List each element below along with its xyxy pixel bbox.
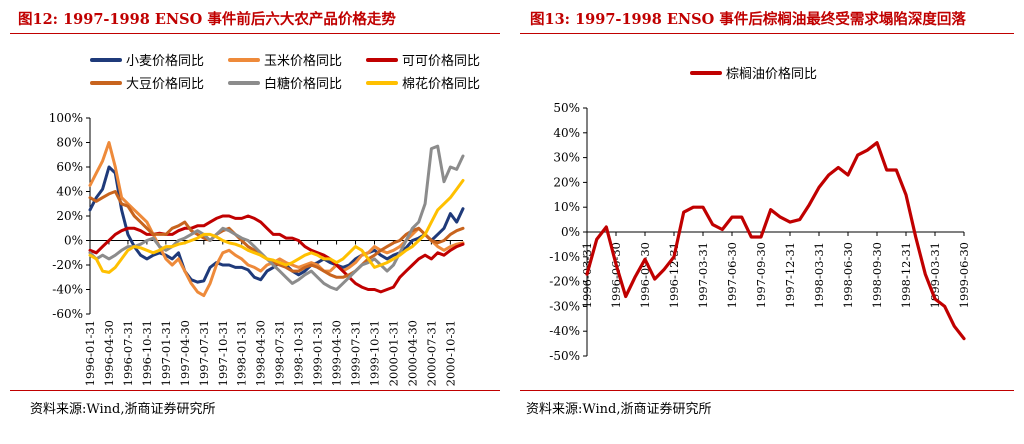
left-x-tick-label: 2000-01-31 [386, 320, 400, 386]
right-y-tick-label: -30% [549, 299, 580, 313]
left-x-tick-label: 1999-07-31 [349, 320, 363, 386]
left-x-tick-label: 1998-10-31 [292, 320, 306, 386]
left-series-line-sugar [88, 144, 465, 291]
right-x-tick-label: 1996-09-30 [638, 242, 652, 308]
left-figure-panel: 图12: 1997-1998 ENSO 事件前后六大农产品价格走势 100% 80… [10, 11, 500, 417]
left-legend-label-soy: 大豆价格同比 [126, 76, 204, 92]
left-x-tick-label: 1997-04-30 [178, 320, 192, 386]
left-y-tick-label: -20% [52, 258, 83, 272]
left-x-tick-label: 1997-01-31 [159, 320, 173, 386]
left-source-note: 资料来源:Wind,浙商证券研究所 [30, 402, 216, 417]
right-x-tick-label: 1998-06-30 [841, 242, 855, 308]
right-figure-title: 图13: 1997-1998 ENSO 事件后棕榈油最终受需求塌陷深度回落 [530, 11, 966, 28]
left-x-tick-label: 1996-07-31 [121, 320, 135, 386]
left-y-tick-label: -40% [52, 283, 83, 297]
right-x-tick-label: 1997-03-31 [696, 242, 710, 308]
right-x-tick-label: 1997-12-31 [783, 242, 797, 308]
left-x-tick-label: 1999-01-31 [311, 320, 325, 386]
right-y-tick-label: 0% [561, 225, 580, 239]
left-y-tick-label: 100% [49, 111, 83, 125]
right-y-tick-label: 10% [553, 200, 580, 214]
right-y-tick-label: 30% [553, 151, 580, 165]
right-x-tick-label: 1998-03-31 [812, 242, 826, 308]
left-x-tick-label: 2000-10-31 [443, 320, 457, 386]
left-x-tick-label: 1999-04-30 [330, 320, 344, 386]
left-legend-label-corn: 玉米价格同比 [264, 53, 342, 69]
left-y-tick-label: -60% [52, 307, 83, 321]
left-x-tick-label: 1997-10-31 [216, 320, 230, 386]
right-source-divider [520, 390, 1014, 391]
left-y-tick-label: 0% [64, 234, 83, 248]
right-title-divider [520, 33, 1014, 34]
right-figure-panel: 图13: 1997-1998 ENSO 事件后棕榈油最终受需求塌陷深度回落 50… [520, 0, 1024, 444]
right-y-tick-label: -20% [549, 275, 580, 289]
left-line-chart: 100% 80% 60% 40% 20% 0% -20% -40% -60%1996-01-31… [49, 53, 480, 386]
right-series-line-palm [585, 141, 966, 341]
left-x-tick-label: 1996-04-30 [102, 320, 116, 386]
right-y-tick-label: 20% [553, 175, 580, 189]
right-y-tick-label: 40% [553, 126, 580, 140]
left-legend-label-cotton: 棉花价格同比 [402, 76, 480, 92]
left-series-line-corn [88, 141, 465, 298]
left-figure-title: 图12: 1997-1998 ENSO 事件前后六大农产品价格走势 [18, 11, 396, 28]
right-y-tick-label: -10% [549, 250, 580, 264]
right-x-tick-label: 1997-09-30 [754, 242, 768, 308]
right-legend-label-palm: 棕榈油价格同比 [726, 66, 817, 82]
left-y-tick-label: 20% [56, 209, 83, 223]
right-x-tick-label: 1999-06-30 [957, 242, 971, 308]
left-x-tick-label: 1996-01-31 [83, 320, 97, 386]
left-x-tick-label: 1996-10-31 [140, 320, 154, 386]
left-legend-label-cocoa: 可可价格同比 [402, 53, 480, 69]
left-x-tick-label: 1997-07-31 [197, 320, 211, 386]
right-x-tick-label: 1996-12-31 [667, 242, 681, 308]
left-title-divider [10, 33, 500, 34]
left-x-tick-label: 2000-04-30 [405, 320, 419, 386]
left-x-tick-label: 1998-01-31 [235, 320, 249, 386]
right-x-tick-label: 1998-09-30 [870, 242, 884, 308]
left-x-tick-label: 1998-04-30 [254, 320, 268, 386]
right-x-tick-label: 1996-06-30 [609, 242, 623, 308]
left-series-line-soy [88, 190, 465, 279]
left-series-line-cotton [88, 179, 465, 274]
right-line-chart: 50% 40% 30% 20% 10% 0% -10% -20% -30% -40% -50% 199… [549, 66, 971, 363]
left-legend-label-sugar: 白糖价格同比 [264, 76, 342, 92]
left-x-tick-label: 1999-10-31 [367, 320, 381, 386]
left-x-tick-label: 2000-07-31 [424, 320, 438, 386]
left-y-tick-label: 60% [56, 160, 83, 174]
left-source-divider [10, 390, 500, 391]
right-y-tick-label: 50% [553, 101, 580, 115]
right-source-note: 资料来源:Wind,浙商证券研究所 [526, 402, 712, 417]
right-x-tick-label: 1997-06-30 [725, 242, 739, 308]
right-x-tick-label: 1998-12-31 [899, 242, 913, 308]
left-y-tick-label: 80% [56, 136, 83, 150]
right-y-tick-label: -50% [549, 349, 580, 363]
left-y-tick-label: 40% [56, 185, 83, 199]
left-legend-label-wheat: 小麦价格同比 [126, 53, 204, 69]
left-x-tick-label: 1998-07-31 [273, 320, 287, 386]
right-y-tick-label: -40% [549, 324, 580, 338]
